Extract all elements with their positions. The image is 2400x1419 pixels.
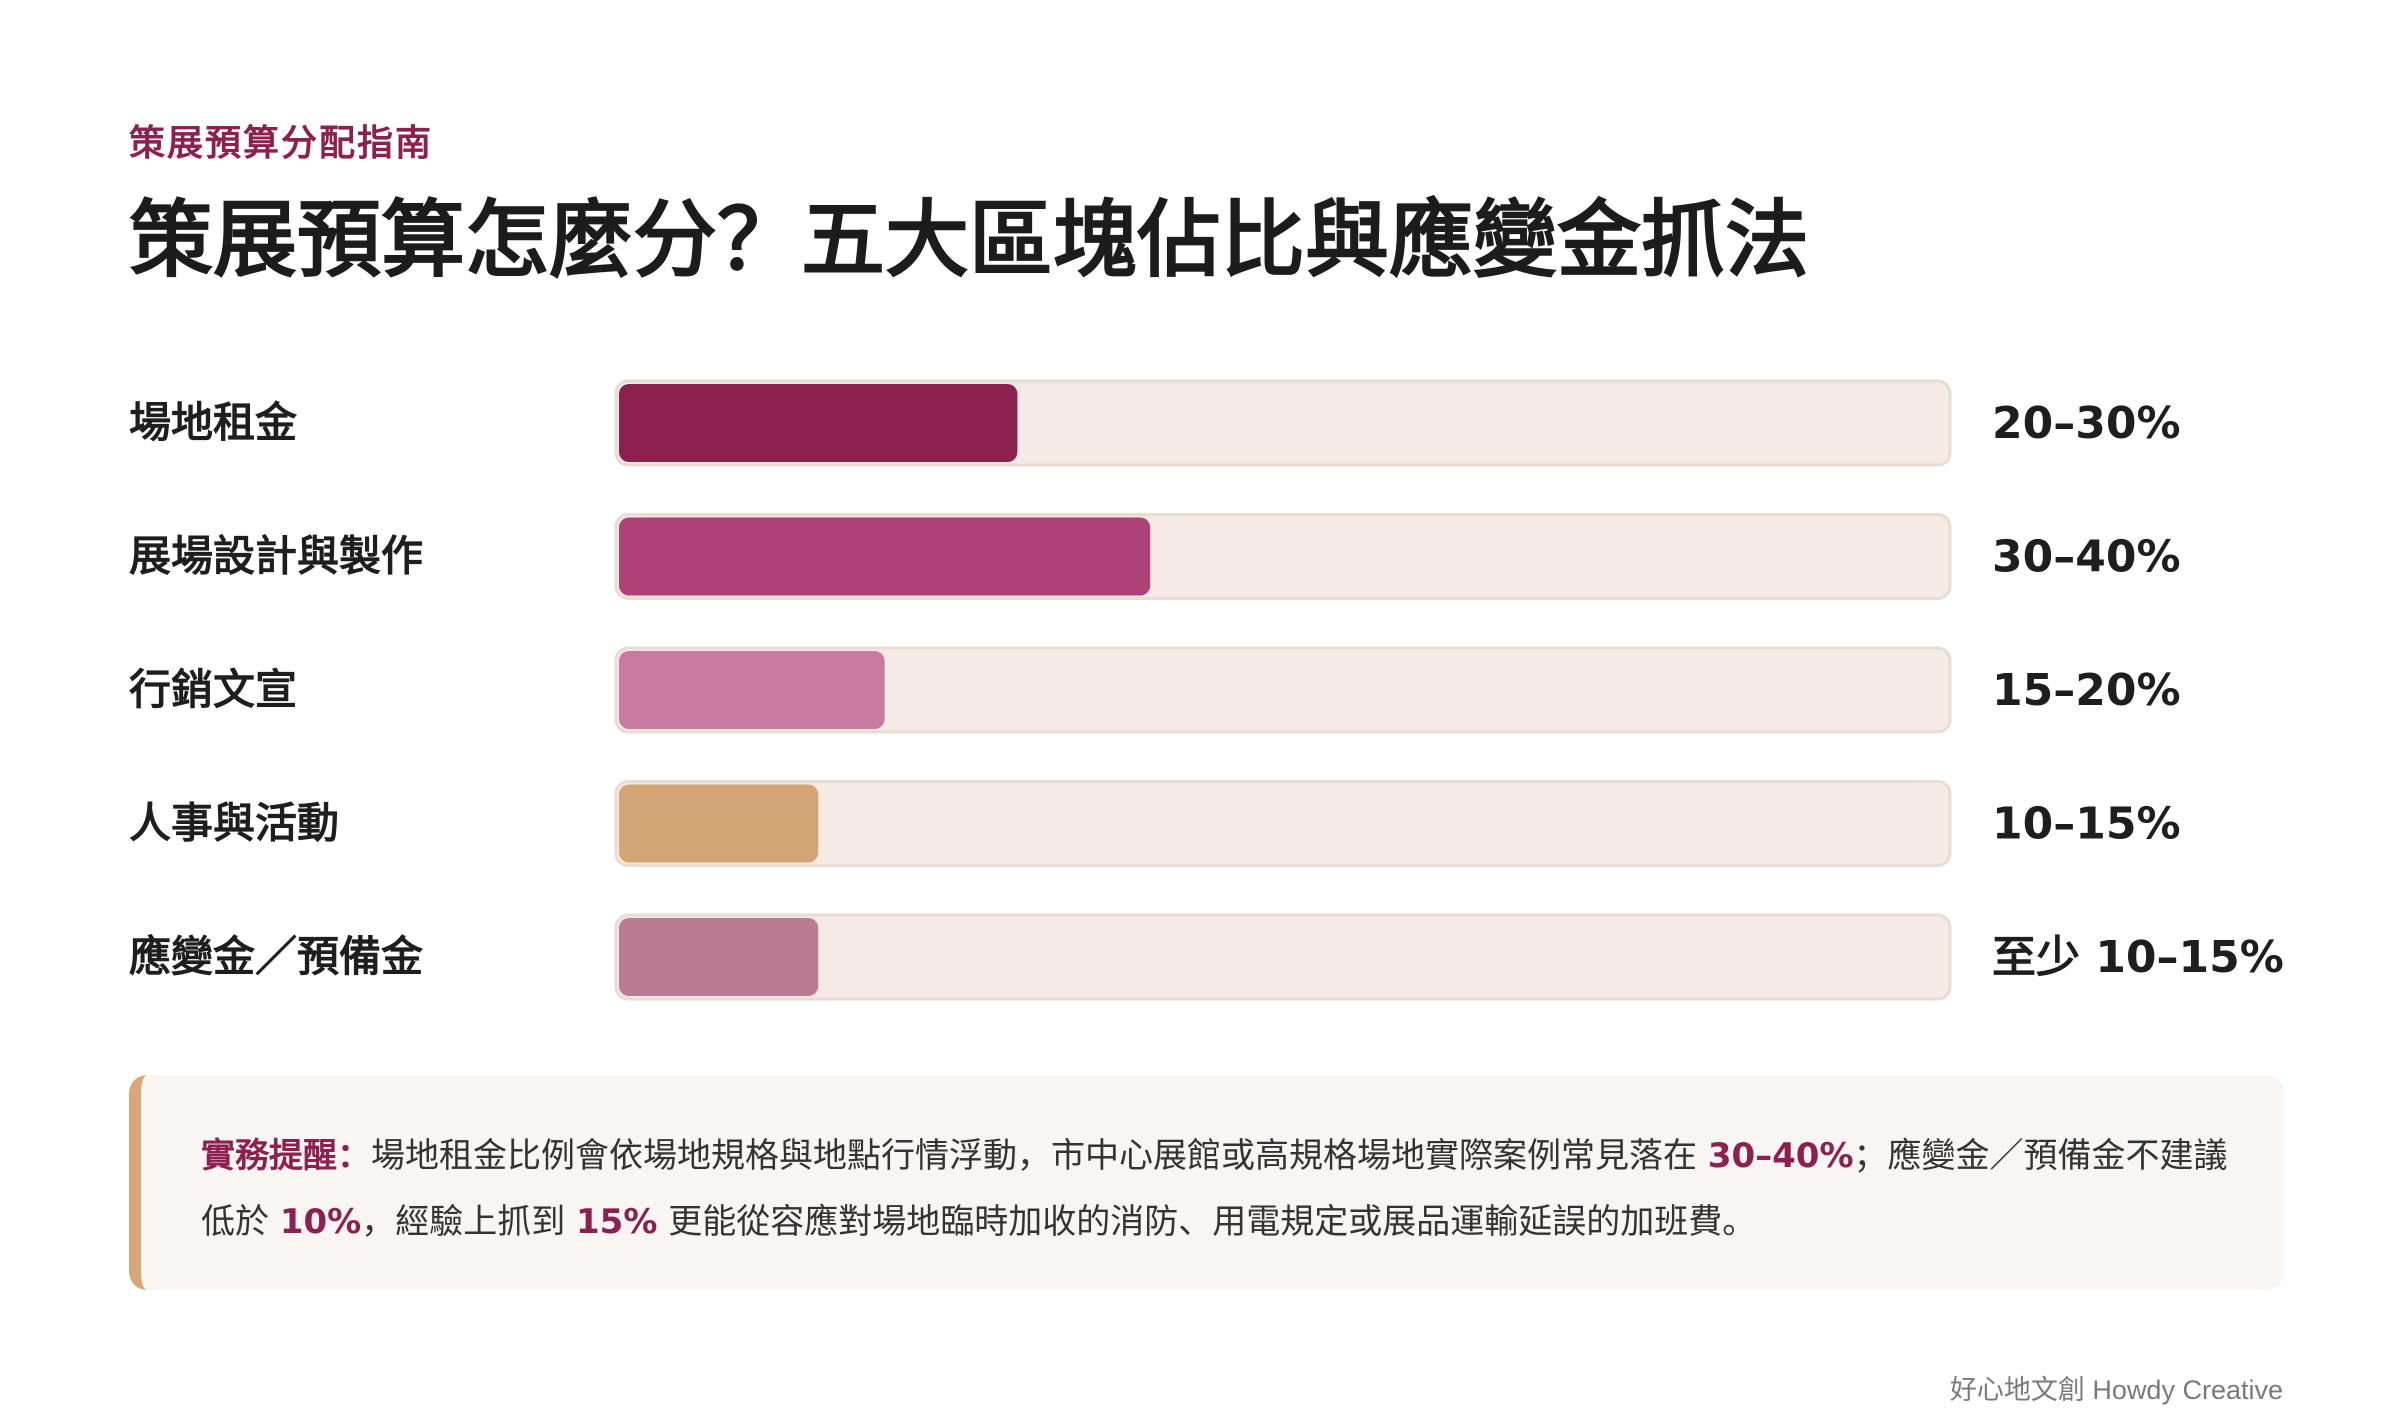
bar <box>619 918 819 996</box>
note-highlight-2: 10% <box>279 1202 362 1242</box>
value-label: 30–40% <box>1992 532 2181 583</box>
chart-title: 策展預算怎麼分？五大區塊佔比與應變金抓法 <box>129 191 1810 289</box>
bar <box>619 784 819 863</box>
bar-track <box>614 913 1952 1001</box>
category-label: 應變金／預備金 <box>129 932 424 981</box>
bar-track <box>614 780 1952 867</box>
note-highlight-1: 30–40% <box>1707 1136 1854 1176</box>
value-label: 至少 10–15% <box>1992 932 2284 983</box>
bar-track <box>614 646 1952 734</box>
note-text-2: ；應變金／預備金不建議低於 <box>201 1136 2228 1242</box>
value-label: 10–15% <box>1992 799 2181 850</box>
bar <box>619 517 1151 596</box>
bar <box>619 384 1018 462</box>
category-label: 行銷文宣 <box>129 665 297 714</box>
category-label: 人事與活動 <box>129 799 339 848</box>
note-text-3: ，經驗上抓到 <box>361 1202 577 1242</box>
note-lead: 實務提醒： <box>201 1136 371 1176</box>
eyebrow-label: 策展預算分配指南 <box>129 123 434 164</box>
note-text-4: 更能從容應對場地臨時加收的消防、用電規定或展品運輸延誤的加班費。 <box>657 1202 1757 1242</box>
footer-credit: 好心地文創 Howdy Creative <box>1949 1375 2283 1405</box>
budget-bar-chart: 場地租金 20–30% 展場設計與製作 30–40% 行銷文宣 15–20% 人事與活動 10… <box>129 379 2284 1001</box>
note-highlight-3: 15% <box>576 1202 658 1242</box>
note-text-1: 場地租金比例會依場地規格與地點行情浮動，市中心展館或高規格場地實際案例常見落在 <box>371 1136 1708 1176</box>
bar <box>619 651 885 729</box>
value-label: 20–30% <box>1992 398 2181 449</box>
value-label: 15–20% <box>1992 665 2181 716</box>
practical-tip-note: 實務提醒：場地租金比例會依場地規格與地點行情浮動，市中心展館或高規格場地實際案例… <box>129 1075 2284 1290</box>
category-label: 場地租金 <box>129 398 298 447</box>
category-label: 展場設計與製作 <box>129 532 423 581</box>
